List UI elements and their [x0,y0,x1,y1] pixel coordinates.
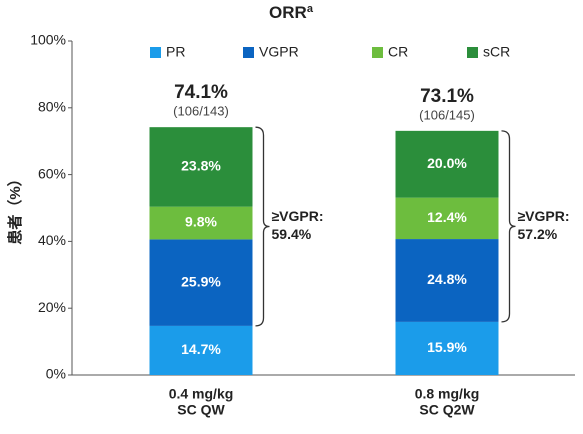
y-tick-label: 100% [30,32,66,48]
legend-swatch [150,47,161,58]
total-label: 73.1% [420,86,474,107]
y-tick-label: 0% [46,366,66,382]
bracket [501,130,516,323]
bracket [255,126,270,327]
bar-segment [395,130,499,198]
total-label: 74.1% [174,82,228,103]
bracket-label: ≥VGPR: [272,208,324,224]
legend-label: CR [388,44,408,60]
bracket-value: 59.4% [272,226,312,242]
bar-segment [149,239,253,326]
bracket-label: ≥VGPR: [518,208,570,224]
legend-label: VGPR [259,44,299,60]
bracket-value: 57.2% [518,226,558,242]
x-tick-label: SC Q2W [419,402,475,418]
legend-swatch [372,47,383,58]
value-label: 24.8% [427,271,467,287]
bar-segment [149,206,253,240]
value-label: 25.9% [181,273,221,289]
x-tick-label: SC QW [177,402,225,418]
total-count: (106/145) [419,107,475,122]
y-tick-label: 60% [38,165,66,181]
title-main: ORR [269,3,307,22]
value-label: 20.0% [427,155,467,171]
legend-swatch [243,47,254,58]
y-axis-label: 患者（%） [6,171,24,244]
legend-swatch [467,47,478,58]
value-label: 14.7% [181,341,221,357]
value-label: 15.9% [427,339,467,355]
title-sup: a [307,3,314,15]
x-tick-label: 0.4 mg/kg [169,386,234,402]
bar-segment [149,127,253,207]
value-label: 23.8% [181,158,221,174]
bar-segment [395,197,499,240]
value-label: 12.4% [427,209,467,225]
x-tick-label: 0.8 mg/kg [415,386,480,402]
chart-title: ORRa [269,3,314,23]
y-tick-label: 20% [38,299,66,315]
bar-segment [395,321,499,375]
y-tick-label: 80% [38,99,66,115]
bar-segment [149,325,253,375]
legend-label: PR [166,44,185,60]
legend-label: sCR [483,44,510,60]
bar-segment [395,239,499,322]
value-label: 9.8% [185,214,217,230]
y-tick-label: 40% [38,232,66,248]
total-count: (106/143) [173,104,229,119]
